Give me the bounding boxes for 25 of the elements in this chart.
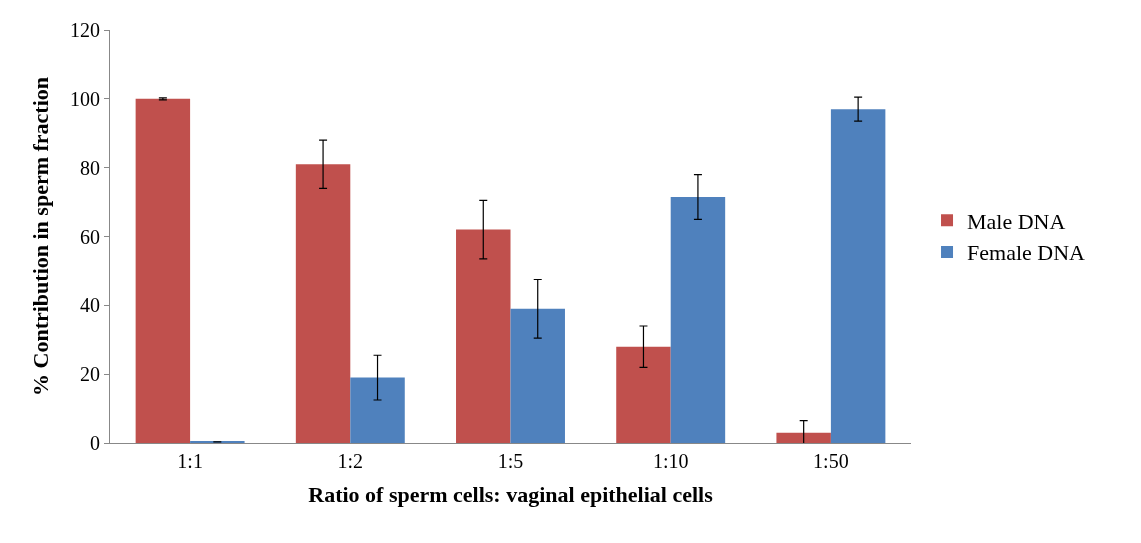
y-tick-label: 100: [70, 87, 100, 110]
bar: [616, 346, 671, 443]
x-axis-title: Ratio of sperm cells: vaginal epithelial cells: [308, 481, 714, 507]
bar: [830, 109, 886, 443]
legend-label: Female DNA: [967, 240, 1086, 266]
x-tick-label: 1:10: [652, 450, 689, 472]
bar: [776, 432, 831, 443]
x-tick-label: 1:50: [813, 450, 849, 472]
bar: [456, 229, 511, 443]
y-tick-label: 20: [80, 363, 100, 386]
bar: [295, 164, 351, 443]
bar: [510, 308, 565, 443]
bar: [135, 98, 191, 443]
y-tick-label: 0: [90, 432, 100, 454]
x-tick-label: 1:1: [177, 450, 203, 472]
bar: [670, 196, 726, 443]
y-axis-title: % Contribution in sperm fraction: [27, 77, 53, 396]
x-tick-label: 1:2: [337, 450, 364, 472]
bar: [350, 377, 405, 443]
x-tick-label: 1:5: [497, 450, 524, 472]
y-tick-label: 40: [80, 294, 100, 317]
y-tick-label: 80: [80, 156, 100, 179]
legend-label: Male DNA: [967, 208, 1066, 234]
y-tick-label: 120: [70, 19, 100, 41]
y-tick-label: 60: [80, 225, 100, 248]
